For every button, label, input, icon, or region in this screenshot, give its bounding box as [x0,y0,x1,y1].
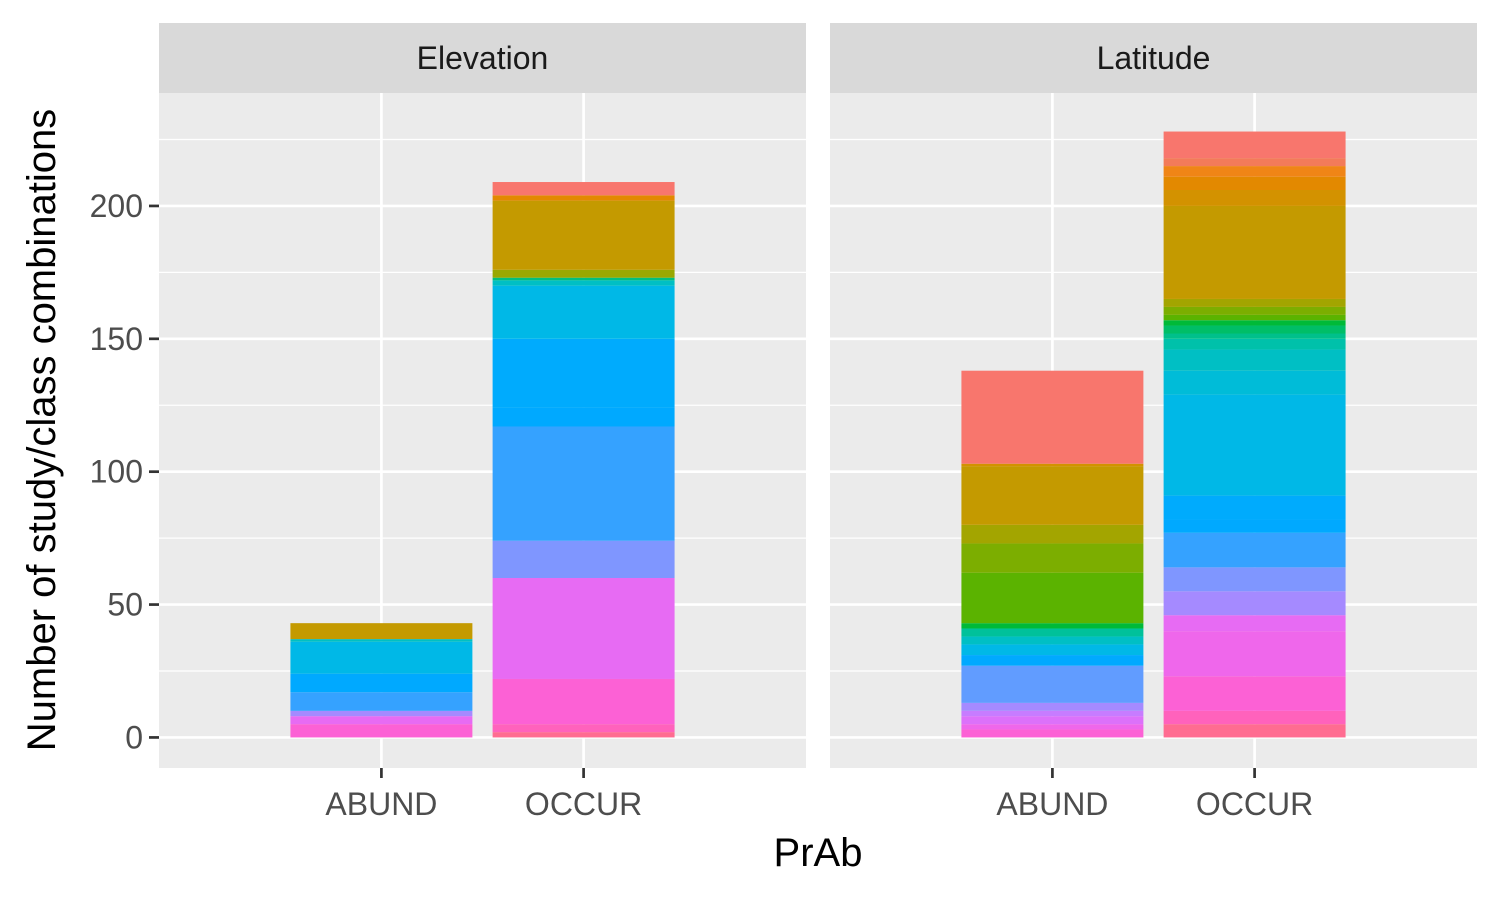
bar-segment [492,724,675,733]
bar-segment [961,729,1144,738]
bar-segment [961,524,1144,544]
x-axis-title: PrAb [774,831,863,875]
x-tick-label: OCCUR [1196,786,1313,822]
bar-segment [1163,158,1346,167]
bar-segment [1163,320,1346,326]
y-tick-label: 150 [90,321,143,357]
facet-strip [159,23,806,93]
bar-segment [290,692,473,711]
bar-segment [961,636,1144,645]
bar-segment [1163,591,1346,616]
bar-segment [1163,333,1346,339]
bar-segment [492,577,675,679]
bar-segment [961,572,1144,624]
bar-segment [492,200,675,270]
y-tick-label: 50 [107,587,143,623]
bar-segment [961,466,1144,525]
bar-segment [1163,615,1346,632]
bar-segment [961,543,1144,573]
facet-label: Elevation [417,40,549,76]
bar-segment [1163,298,1346,307]
bar-segment [492,280,675,286]
panel-elevation: Elevation ABUND OCCUR [159,23,806,822]
bar-segment [290,639,473,642]
bar-segment [961,644,1144,656]
x-tick-label: ABUND [996,786,1108,822]
bar-segment [1163,724,1346,738]
bar-segment [290,724,473,738]
bar-segment [1163,394,1346,496]
bar-segment [961,710,1144,717]
bar-segment [1163,131,1346,159]
bar-segment [961,655,1144,666]
bar-segment [492,338,675,408]
bar-segment [1163,166,1346,177]
bar-segment [290,641,473,674]
bar-segment [492,678,675,725]
x-tick-label: ABUND [325,786,437,822]
bar-segment [961,665,1144,703]
bar-segment [1163,495,1346,520]
x-tick-label: OCCUR [525,786,642,822]
y-tick-label: 0 [125,719,143,755]
bar-segment [961,370,1144,464]
bar-segment [492,732,675,738]
y-tick-label: 200 [90,188,143,224]
bar-segment [492,540,675,578]
bar-segment [492,426,675,541]
bar-segment [1163,176,1346,190]
bar-segment [1163,338,1346,350]
bar-segment [961,623,1144,629]
bar-segment [1163,349,1346,371]
bar-segment [492,269,675,278]
bar-segment [492,182,675,196]
facet-strip [830,23,1477,93]
plot-area: Elevation ABUND OCCUR Latitude ABUND OCCUR 0 50… [90,23,1477,822]
bar-segment [1163,631,1346,677]
panel-background [830,93,1477,768]
bar-segment [1163,306,1346,315]
bar-segment [492,285,675,339]
bar-segment [961,463,1144,467]
y-tick-label: 100 [90,454,143,490]
bar-segment [290,623,473,640]
bar-segment [1163,567,1346,592]
bar-segment [961,628,1144,637]
y-axis: 0 50 100 150 200 [90,188,159,755]
bar-segment [1163,205,1346,299]
bar-segment [961,702,1144,711]
bar-segment [1163,519,1346,533]
bar-segment [961,724,1144,730]
bar-segment [1163,532,1346,568]
bar-occur [1163,131,1346,738]
bar-segment [1163,325,1346,334]
bar-abund [290,623,473,738]
facet-label: Latitude [1097,40,1211,76]
bar-segment [1163,370,1346,395]
bar-segment [492,195,675,201]
y-axis-title: Number of study/class combinations [20,109,64,752]
bar-segment [290,710,473,717]
bar-abund [961,370,1144,738]
bar-segment [1163,676,1346,711]
bar-segment [492,277,675,281]
bar-segment [290,716,473,725]
bar-segment [1163,314,1346,321]
bar-segment [1163,189,1346,206]
bar-occur [492,182,675,738]
bar-segment [961,716,1144,725]
panel-background [159,93,806,768]
bar-segment [290,673,473,693]
bar-segment [1163,710,1346,725]
panel-latitude: Latitude ABUND OCCUR [830,23,1477,822]
bar-segment [492,407,675,427]
